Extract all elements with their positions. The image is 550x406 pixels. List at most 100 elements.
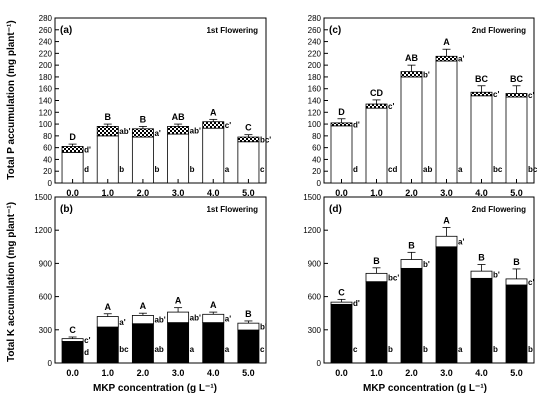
x-tick-label: 4.0 bbox=[207, 188, 220, 198]
y-tick-label: 1500 bbox=[34, 193, 52, 202]
top-significance-letter: a' bbox=[119, 318, 125, 327]
y-tick-label: 260 bbox=[39, 26, 53, 35]
y-tick-label: 140 bbox=[308, 97, 322, 106]
x-tick-label: 3.0 bbox=[440, 188, 453, 198]
bar-bottom-segment bbox=[167, 133, 190, 184]
bottom-significance-letter: cd bbox=[388, 165, 397, 174]
bar-bottom-segment bbox=[435, 60, 458, 184]
y-tick-label: 120 bbox=[39, 108, 53, 117]
y-tick-label: 220 bbox=[39, 49, 53, 58]
total-significance-letter: B bbox=[408, 240, 415, 250]
total-significance-letter: B bbox=[373, 256, 380, 266]
top-significance-letter: d' bbox=[353, 120, 360, 129]
top-significance-letter: c' bbox=[84, 336, 90, 345]
bar-top-segment bbox=[400, 259, 423, 269]
bar-top-segment bbox=[202, 121, 225, 129]
top-significance-letter: b' bbox=[493, 271, 500, 280]
top-significance-letter: c' bbox=[493, 90, 499, 99]
bottom-significance-letter: d bbox=[84, 165, 89, 174]
y-tick-label: 900 bbox=[39, 259, 53, 268]
bar-bottom-segment bbox=[470, 277, 493, 364]
panel-label: (a) bbox=[60, 25, 72, 36]
y-tick-label: 60 bbox=[312, 144, 321, 153]
top-significance-letter: b' bbox=[423, 70, 430, 79]
bar-top-segment bbox=[435, 55, 458, 62]
bar-top-segment bbox=[202, 313, 225, 324]
total-significance-letter: BC bbox=[475, 74, 488, 84]
bottom-significance-letter: a bbox=[225, 165, 230, 174]
panel-title: 2nd Flowering bbox=[472, 26, 526, 35]
y-tick-label: 0 bbox=[48, 359, 53, 368]
bar-top-segment bbox=[400, 71, 423, 78]
y-tick-label: 220 bbox=[308, 49, 322, 58]
top-significance-letter: ab' bbox=[190, 126, 201, 135]
total-significance-letter: C bbox=[245, 123, 252, 133]
bar-top-segment bbox=[96, 126, 119, 137]
bottom-significance-letter: c bbox=[260, 345, 265, 354]
x-tick-label: 3.0 bbox=[172, 368, 185, 378]
y-axis-label-k: Total K accumulation (mg plant⁻¹) bbox=[6, 202, 17, 362]
total-significance-letter: A bbox=[105, 302, 112, 312]
y-tick-label: 240 bbox=[39, 38, 53, 47]
y-tick-label: 160 bbox=[39, 85, 53, 94]
bar-top-segment bbox=[96, 316, 119, 328]
y-tick-label: 1200 bbox=[303, 226, 321, 235]
bar-bottom-segment bbox=[237, 141, 260, 184]
x-tick-label: 0.0 bbox=[66, 188, 79, 198]
x-tick-label: 1.0 bbox=[101, 188, 114, 198]
total-significance-letter: B bbox=[245, 309, 252, 319]
bar-bottom-segment bbox=[96, 326, 119, 364]
y-tick-label: 600 bbox=[39, 293, 53, 302]
y-tick-label: 140 bbox=[39, 97, 53, 106]
y-tick-label: 20 bbox=[43, 167, 52, 176]
total-significance-letter: B bbox=[478, 253, 485, 263]
bottom-significance-letter: a bbox=[458, 345, 463, 354]
bar-bottom-segment bbox=[505, 284, 528, 364]
y-tick-label: 120 bbox=[308, 108, 322, 117]
top-significance-letter: ab' bbox=[190, 313, 201, 322]
y-tick-label: 80 bbox=[43, 132, 52, 141]
total-significance-letter: A bbox=[140, 301, 147, 311]
top-significance-letter: ab' bbox=[154, 316, 165, 325]
plot-frame bbox=[323, 17, 535, 184]
bottom-significance-letter: b bbox=[528, 345, 533, 354]
panel-label: (b) bbox=[60, 204, 73, 215]
total-significance-letter: C bbox=[69, 325, 76, 335]
total-significance-letter: A bbox=[175, 296, 182, 306]
y-tick-label: 1500 bbox=[303, 193, 321, 202]
top-significance-letter: c' bbox=[528, 278, 534, 287]
y-tick-label: 160 bbox=[308, 85, 322, 94]
total-significance-letter: A bbox=[443, 37, 450, 47]
bar-top-segment bbox=[131, 128, 154, 138]
top-significance-letter: a' bbox=[225, 314, 231, 323]
x-tick-label: 2.0 bbox=[405, 368, 418, 378]
bar-top-segment bbox=[470, 91, 493, 97]
x-axis-label-left: MKP concentration (g L⁻¹) bbox=[93, 383, 217, 394]
bar-bottom-segment bbox=[365, 281, 388, 364]
bottom-significance-letter: b bbox=[493, 345, 498, 354]
chart-panels: 0204060801001201401601802002202402602800… bbox=[34, 14, 538, 378]
top-significance-letter: bc' bbox=[388, 274, 399, 283]
y-tick-label: 260 bbox=[308, 26, 322, 35]
x-tick-label: 2.0 bbox=[405, 188, 418, 198]
bar-bottom-segment bbox=[330, 125, 353, 184]
y-tick-label: 280 bbox=[308, 14, 322, 23]
bar-bottom-segment bbox=[167, 322, 190, 364]
bottom-significance-letter: ab bbox=[423, 165, 432, 174]
bar-top-segment bbox=[237, 136, 260, 143]
bar-bottom-segment bbox=[61, 151, 84, 184]
total-significance-letter: AB bbox=[172, 112, 185, 122]
bar-top-segment bbox=[61, 146, 84, 153]
x-tick-label: 0.0 bbox=[335, 368, 348, 378]
y-tick-label: 600 bbox=[308, 293, 322, 302]
plot-frame bbox=[323, 196, 535, 364]
bar-bottom-segment bbox=[131, 323, 154, 364]
bottom-significance-letter: b bbox=[388, 345, 393, 354]
panel-title: 1st Flowering bbox=[206, 26, 258, 35]
y-tick-label: 20 bbox=[312, 167, 321, 176]
y-tick-label: 900 bbox=[308, 259, 322, 268]
y-tick-label: 40 bbox=[312, 155, 321, 164]
bottom-significance-letter: b bbox=[119, 165, 124, 174]
plot-frame bbox=[54, 196, 267, 364]
top-significance-letter: d' bbox=[353, 299, 360, 308]
